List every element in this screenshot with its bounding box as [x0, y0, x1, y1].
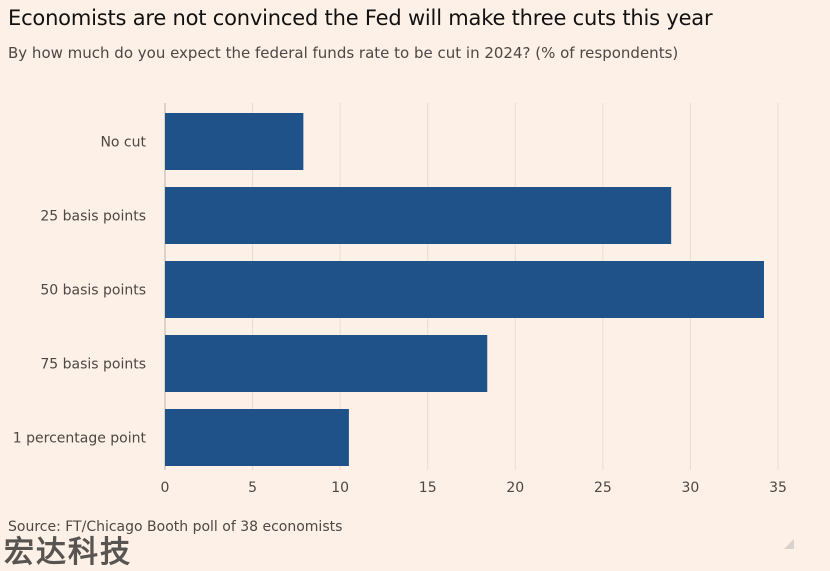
bar — [165, 187, 672, 244]
x-tick-label: 30 — [682, 480, 700, 496]
x-tick-label: 0 — [161, 480, 170, 496]
source-note: Source: FT/Chicago Booth poll of 38 econ… — [8, 519, 343, 535]
x-tick-label: 15 — [419, 480, 437, 496]
x-tick-label: 35 — [769, 480, 787, 496]
watermark: 宏达科技 — [4, 535, 132, 570]
category-labels: No cut 25 basis points 50 basis points 75 b… — [13, 135, 147, 447]
x-tick-label: 5 — [248, 480, 257, 496]
x-tick-labels: 0 5 10 15 20 25 30 35 — [161, 480, 787, 496]
resize-corner-icon — [784, 539, 794, 549]
category-label: 75 basis points — [40, 357, 146, 373]
x-tick-label: 10 — [331, 480, 349, 496]
category-label: 1 percentage point — [13, 431, 147, 447]
chart-subtitle: By how much do you expect the federal fu… — [8, 44, 679, 62]
category-label: 25 basis points — [40, 209, 146, 225]
bar — [165, 335, 488, 392]
bar — [165, 113, 304, 170]
bars — [165, 113, 764, 466]
bar — [165, 261, 764, 318]
bar — [165, 409, 349, 466]
category-label: 50 basis points — [40, 283, 146, 299]
category-label: No cut — [100, 135, 146, 151]
chart-title: Economists are not convinced the Fed wil… — [8, 6, 713, 30]
x-tick-label: 25 — [594, 480, 612, 496]
x-tick-label: 20 — [506, 480, 524, 496]
